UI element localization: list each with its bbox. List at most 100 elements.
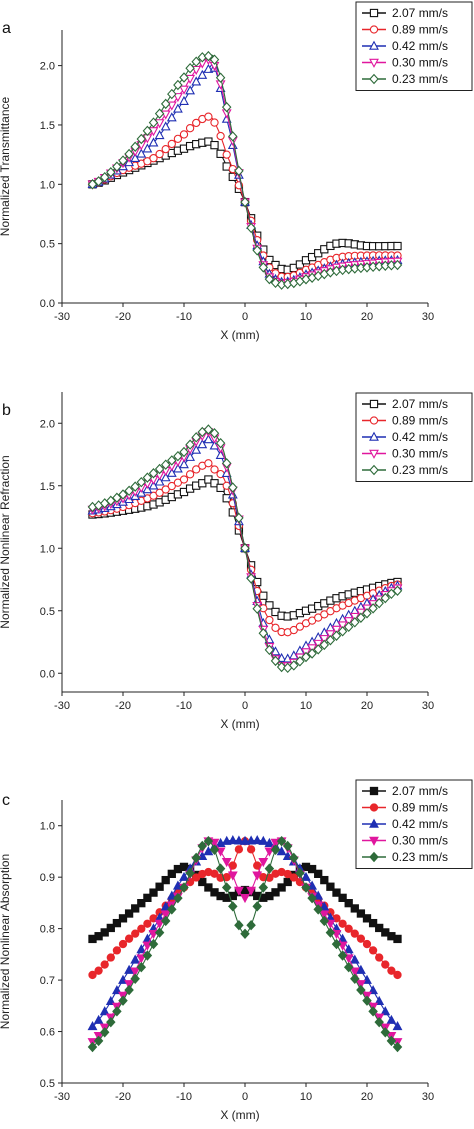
data-point — [325, 919, 336, 929]
data-point — [337, 950, 348, 961]
data-point — [338, 893, 347, 902]
data-point — [197, 439, 208, 449]
series-0-23-mm-s — [87, 424, 403, 674]
data-point — [381, 960, 390, 969]
data-point — [374, 995, 385, 1005]
data-point — [386, 1014, 397, 1024]
data-point — [289, 852, 299, 864]
data-point — [325, 635, 336, 646]
data-point — [374, 597, 384, 609]
data-point — [362, 995, 372, 1006]
data-point — [289, 873, 298, 882]
data-point — [331, 625, 342, 635]
data-point — [252, 901, 262, 912]
data-point — [331, 938, 342, 950]
legend-marker — [369, 803, 379, 812]
data-point — [142, 143, 153, 153]
data-point — [179, 882, 189, 893]
data-point — [362, 939, 372, 949]
data-point — [392, 1021, 403, 1031]
data-point — [234, 845, 244, 854]
legend-entry-label: 0.89 mm/s — [392, 801, 448, 815]
data-point — [124, 148, 134, 160]
data-point — [307, 892, 317, 904]
legend: 2.07 mm/s 0.89 mm/s 0.42 mm/s 0.30 mm/s 0.23… — [355, 1, 473, 91]
data-point — [88, 970, 97, 980]
data-point — [161, 875, 170, 885]
chart-panel-b: -30 -20 -10 0 10 20 30 0.0 0.5 1.0 1.5 2.0 X (mm) Nor… — [0, 392, 473, 731]
data-point — [154, 119, 165, 129]
data-point — [307, 648, 317, 659]
data-point — [203, 434, 214, 444]
data-point — [203, 846, 214, 856]
data-point — [368, 985, 379, 995]
data-point — [87, 1021, 98, 1031]
data-point — [87, 1041, 98, 1053]
data-point — [240, 928, 250, 939]
data-point — [283, 869, 292, 879]
data-point — [192, 873, 201, 882]
panel-letter: c — [2, 792, 10, 809]
data-point — [124, 934, 134, 943]
legend-marker — [369, 431, 379, 441]
legend-entry-label: 0.42 mm/s — [392, 39, 448, 53]
y-tick-label: 1.5 — [40, 120, 55, 132]
data-point — [240, 894, 250, 904]
data-point — [233, 886, 244, 896]
data-point — [136, 476, 147, 488]
data-point — [137, 899, 146, 908]
x-tick-label: 20 — [361, 1091, 373, 1103]
panel-letter: b — [2, 402, 11, 419]
data-point — [179, 72, 189, 83]
legend: 2.07 mm/s 0.89 mm/s 0.42 mm/s 0.30 mm/s 0.23… — [355, 779, 473, 869]
legend-marker — [369, 464, 379, 476]
data-point — [106, 167, 116, 178]
series-0-23-mm-s — [87, 835, 403, 1053]
data-point — [142, 950, 153, 961]
data-point — [393, 970, 402, 980]
legend-marker — [369, 836, 379, 846]
data-point — [375, 953, 384, 962]
data-point — [313, 904, 323, 915]
panel-letter: a — [2, 20, 11, 37]
series-line — [92, 63, 398, 283]
data-point — [161, 485, 170, 494]
y-tick-label: 0.5 — [40, 239, 55, 251]
x-axis-label: X (mm) — [220, 328, 259, 342]
y-tick-label: 1.5 — [40, 481, 55, 493]
y-tick-label: 2.0 — [40, 418, 55, 430]
legend-entry-label: 2.07 mm/s — [392, 6, 448, 20]
data-point — [209, 54, 220, 65]
x-tick-label: -20 — [115, 311, 131, 323]
y-axis-label: Normalized Transmittance — [0, 96, 12, 236]
legend-entry-label: 0.23 mm/s — [392, 850, 448, 864]
data-point — [173, 450, 183, 462]
data-point — [350, 904, 359, 913]
data-point — [356, 612, 366, 623]
data-point — [106, 923, 115, 933]
data-point — [374, 1016, 384, 1028]
data-point — [277, 883, 286, 892]
data-point — [227, 835, 238, 845]
data-point — [325, 927, 336, 938]
legend-marker — [369, 851, 379, 863]
data-point — [124, 909, 134, 918]
x-tick-label: -20 — [115, 1091, 131, 1103]
data-point — [173, 79, 183, 91]
data-point — [93, 1035, 104, 1047]
data-point — [337, 626, 348, 637]
data-point — [326, 882, 335, 891]
data-point — [130, 967, 141, 977]
data-point — [338, 919, 347, 928]
data-point — [356, 984, 366, 996]
data-point — [172, 93, 183, 103]
series-line — [92, 840, 398, 1048]
data-point — [148, 137, 159, 147]
data-point — [265, 615, 274, 625]
data-point — [258, 882, 269, 893]
y-tick-label: 0.0 — [40, 298, 55, 310]
data-point — [94, 966, 103, 975]
data-point — [362, 608, 372, 619]
data-point — [130, 141, 140, 152]
